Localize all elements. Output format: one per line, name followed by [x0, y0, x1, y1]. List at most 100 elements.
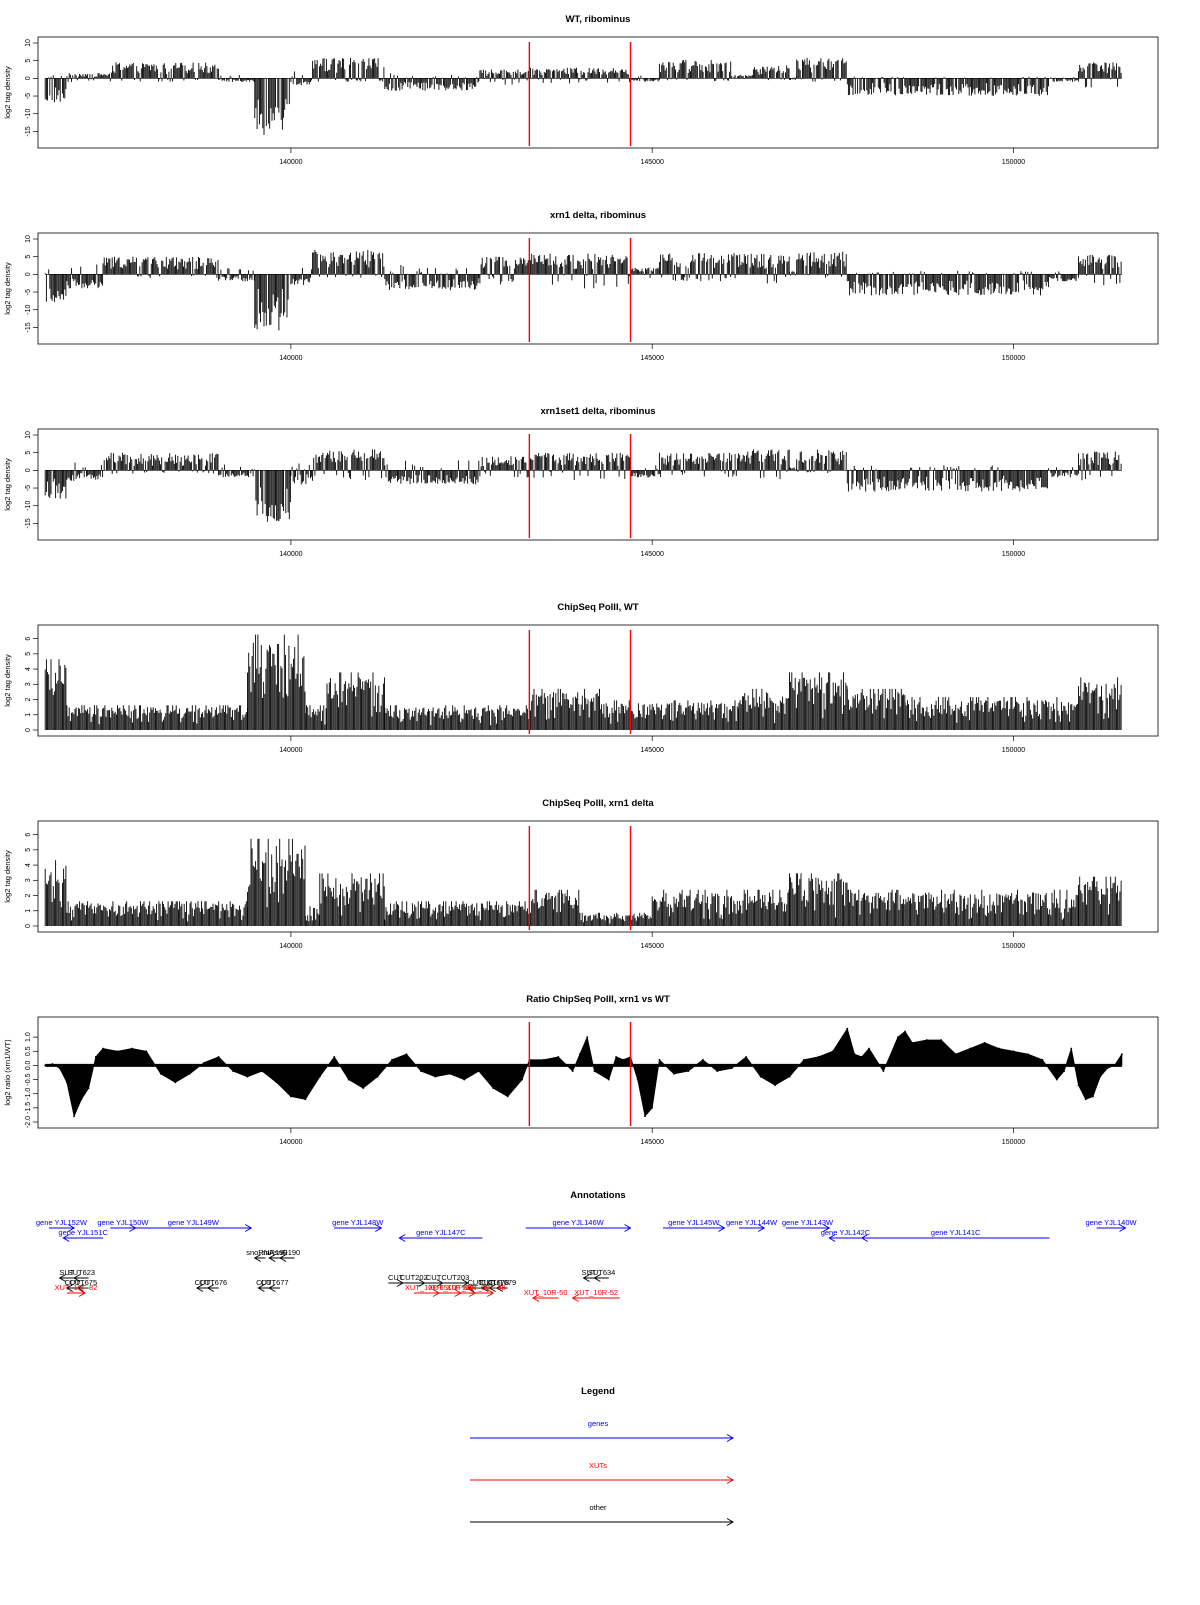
y-axis: -2.0-1.5-1.0-0.50.00.51.0 — [25, 1032, 38, 1128]
ratio-point — [673, 1073, 675, 1075]
x-tick-label: 140000 — [279, 159, 302, 166]
x-tick-label: 145000 — [641, 551, 664, 558]
chart-title: xrn1set1 delta, ribominus — [540, 406, 655, 417]
ratio-point — [818, 1056, 820, 1058]
chart-panel-3: xrn1set1 delta, ribominus-15-10-50510log… — [3, 406, 1158, 558]
ratio-point — [1107, 1067, 1109, 1069]
density-bars — [45, 58, 1121, 135]
x-tick-label: 150000 — [1002, 159, 1025, 166]
y-axis-label: log2 tag density — [3, 262, 12, 315]
y-tick-label: 6 — [25, 637, 32, 641]
x-tick-label: 140000 — [279, 355, 302, 362]
ratio-point — [521, 1079, 523, 1081]
density-bars — [45, 250, 1121, 331]
y-tick-label: 10 — [25, 235, 32, 243]
x-tick-label: 145000 — [641, 943, 664, 950]
x-tick-label: 145000 — [641, 1139, 664, 1146]
ratio-point — [557, 1056, 559, 1058]
ratio-point — [731, 1067, 733, 1069]
ratio-points — [44, 1028, 1123, 1117]
ratio-point — [897, 1036, 899, 1038]
chart-title: ChipSeq PolII, xrn1 delta — [542, 798, 654, 809]
x-tick-label: 140000 — [279, 747, 302, 754]
ratio-point — [615, 1056, 617, 1058]
ratio-point — [420, 1070, 422, 1072]
y-tick-label: 10 — [25, 39, 32, 47]
ratio-point — [218, 1056, 220, 1058]
ratio-point — [854, 1053, 856, 1055]
ratio-point — [926, 1039, 928, 1041]
ratio-point — [861, 1056, 863, 1058]
y-tick-label: 0.5 — [25, 1046, 32, 1056]
ratio-point — [117, 1050, 119, 1052]
ratio-point — [904, 1031, 906, 1033]
y-tick-label: 1.0 — [25, 1032, 32, 1042]
ratio-point — [449, 1073, 451, 1075]
ratio-point — [261, 1070, 263, 1072]
ratio-point — [998, 1048, 1000, 1050]
y-tick-label: 5 — [25, 652, 32, 656]
chart-title: Ratio ChipSeq PolII, xrn1 vs WT — [526, 994, 670, 1005]
ratio-point — [95, 1056, 97, 1058]
y-axis-label: log2 tag density — [3, 66, 12, 119]
y-tick-label: 4 — [25, 863, 32, 867]
ratio-point — [637, 1079, 639, 1081]
ratio-point — [160, 1073, 162, 1075]
y-axis-label: log2 tag density — [3, 850, 12, 903]
ratio-point — [789, 1076, 791, 1078]
ratio-point — [572, 1070, 574, 1072]
ratio-point — [1092, 1096, 1094, 1098]
x-tick-label: 145000 — [641, 355, 664, 362]
y-tick-label: 0 — [25, 728, 32, 732]
ratio-point — [745, 1056, 747, 1058]
feature-label: gene YJL151C — [58, 1228, 108, 1237]
ratio-point — [622, 1059, 624, 1061]
ratio-point — [579, 1053, 581, 1055]
x-tick-label: 145000 — [641, 159, 664, 166]
x-tick-label: 140000 — [279, 943, 302, 950]
ratio-point — [362, 1087, 364, 1089]
y-tick-label: 2 — [25, 697, 32, 701]
ratio-point — [969, 1048, 971, 1050]
feature-label: gene YJL152W — [36, 1218, 88, 1227]
ratio-point — [435, 1076, 437, 1078]
ratio-point — [774, 1084, 776, 1086]
ratio-point — [478, 1070, 480, 1072]
ratio-point — [687, 1070, 689, 1072]
ratio-point — [594, 1070, 596, 1072]
ratio-point — [846, 1028, 848, 1030]
ratio-point — [955, 1053, 957, 1055]
y-tick-label: -1.5 — [25, 1102, 32, 1114]
ratio-point — [1027, 1053, 1029, 1055]
ratio-point — [586, 1036, 588, 1038]
ratio-point — [174, 1082, 176, 1084]
annotation-feature: gene YJL148W — [332, 1218, 384, 1232]
chart-panel-6: Ratio ChipSeq PolII, xrn1 vs WT-2.0-1.5-… — [3, 994, 1158, 1146]
ratio-point — [1070, 1048, 1072, 1050]
y-tick-label: 0 — [25, 924, 32, 928]
density-bars — [45, 839, 1121, 926]
y-tick-label: -5 — [25, 289, 32, 295]
x-tick-label: 140000 — [279, 1139, 302, 1146]
density-bars — [45, 449, 1121, 521]
ratio-point — [391, 1059, 393, 1061]
x-tick-label: 145000 — [641, 747, 664, 754]
chart-title: ChipSeq PolII, WT — [557, 602, 638, 613]
ratio-point — [883, 1070, 885, 1072]
ratio-point — [507, 1096, 509, 1098]
x-tick-label: 140000 — [279, 551, 302, 558]
ratio-point — [276, 1082, 278, 1084]
y-tick-label: -1.0 — [25, 1088, 32, 1100]
y-tick-label: -15 — [25, 126, 32, 136]
ratio-point — [66, 1082, 68, 1084]
